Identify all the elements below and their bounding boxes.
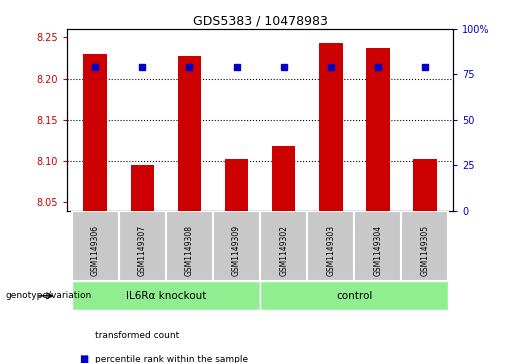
Text: transformed count: transformed count xyxy=(95,331,180,340)
Text: IL6Rα knockout: IL6Rα knockout xyxy=(126,291,206,301)
Text: GSM1149308: GSM1149308 xyxy=(185,225,194,276)
Text: percentile rank within the sample: percentile rank within the sample xyxy=(95,355,248,363)
Text: GSM1149309: GSM1149309 xyxy=(232,225,241,276)
Text: GSM1149306: GSM1149306 xyxy=(91,225,100,276)
Text: GSM1149307: GSM1149307 xyxy=(138,225,147,276)
Text: GSM1149303: GSM1149303 xyxy=(326,225,335,276)
Bar xyxy=(72,211,119,281)
Title: GDS5383 / 10478983: GDS5383 / 10478983 xyxy=(193,15,328,28)
Text: ■: ■ xyxy=(79,354,88,363)
Bar xyxy=(319,43,342,211)
Bar xyxy=(272,146,296,211)
Bar xyxy=(413,159,437,211)
Bar xyxy=(225,159,248,211)
Text: GSM1149304: GSM1149304 xyxy=(373,225,382,276)
Bar xyxy=(260,211,307,281)
Bar xyxy=(213,211,260,281)
Bar xyxy=(130,165,154,211)
Bar xyxy=(354,211,401,281)
Text: genotype/variation: genotype/variation xyxy=(5,291,91,300)
Bar xyxy=(366,48,390,211)
Bar xyxy=(166,211,213,281)
Bar xyxy=(178,56,201,211)
Bar xyxy=(83,54,107,211)
Bar xyxy=(307,211,354,281)
Bar xyxy=(401,211,449,281)
Text: GSM1149302: GSM1149302 xyxy=(279,225,288,276)
Text: control: control xyxy=(336,291,372,301)
Text: GSM1149305: GSM1149305 xyxy=(420,225,430,276)
Bar xyxy=(260,281,449,310)
Bar xyxy=(72,281,260,310)
Bar xyxy=(119,211,166,281)
